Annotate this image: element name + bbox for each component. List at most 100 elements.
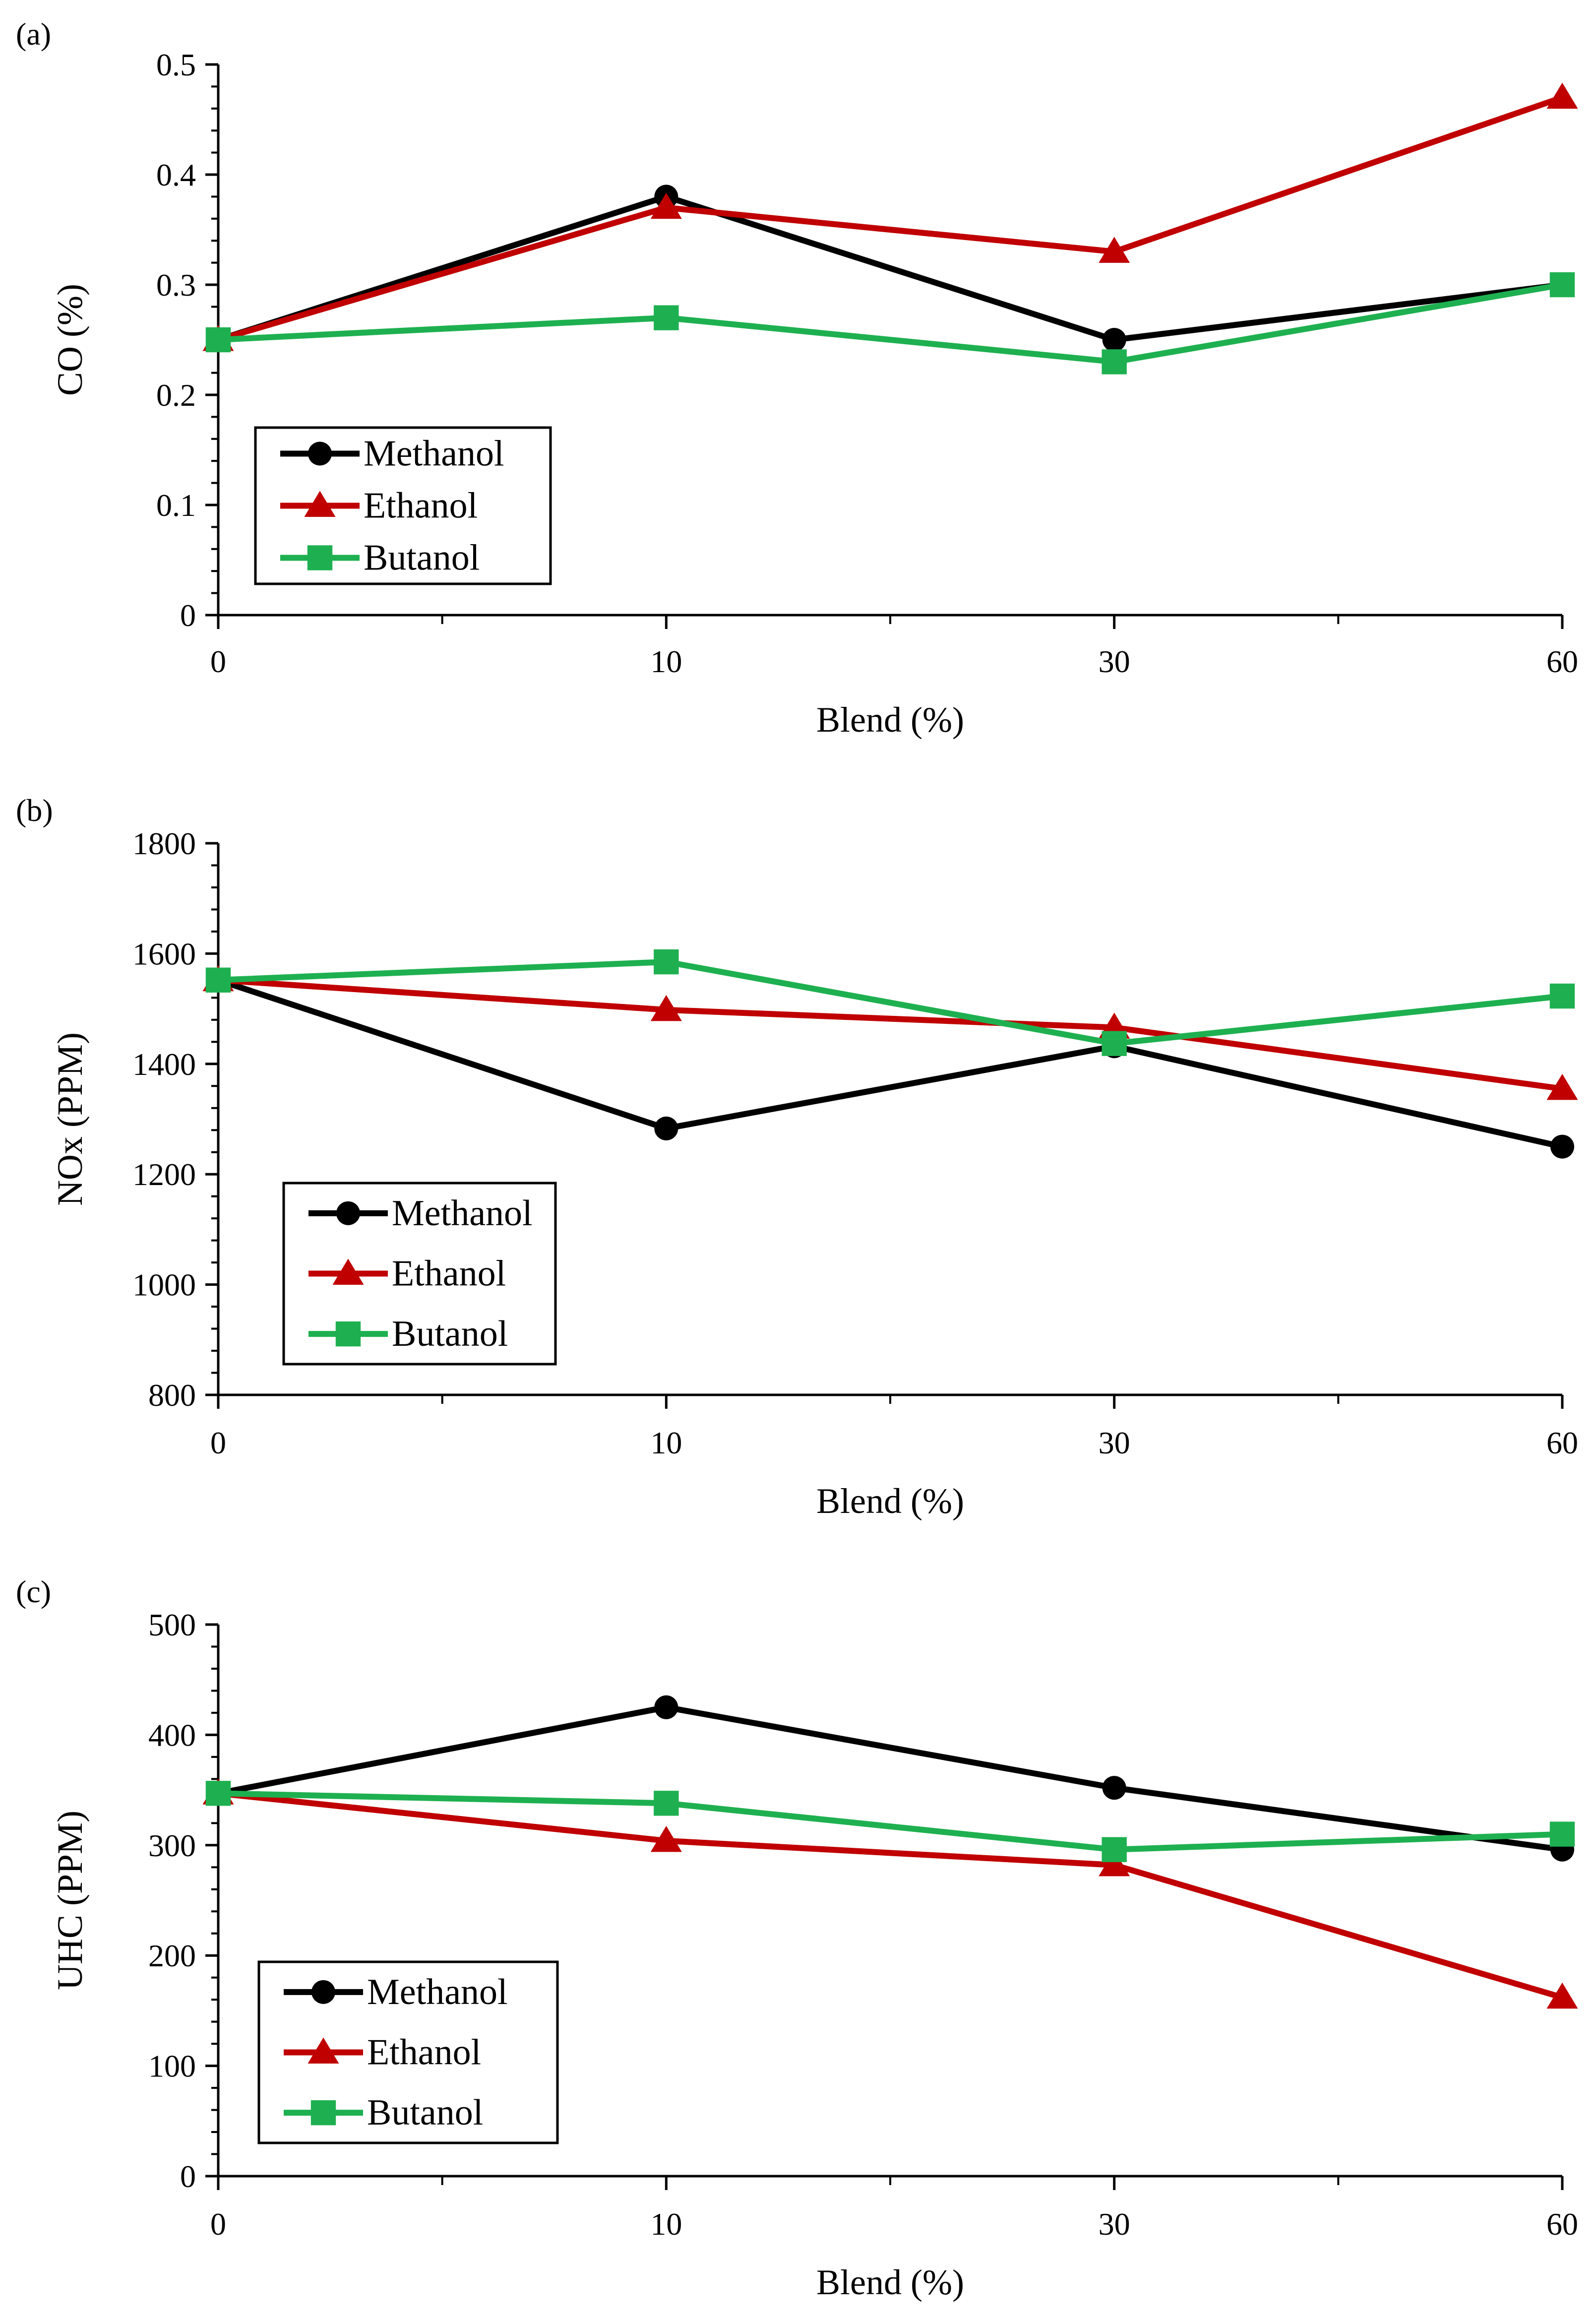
legend: Methanol Ethanol Butanol xyxy=(254,426,552,585)
y-tick-label: 1600 xyxy=(132,936,196,971)
data-point-butanol xyxy=(1549,1821,1575,1847)
series-line-butanol xyxy=(218,1790,1563,1853)
x-tick-label: 0 xyxy=(210,1425,226,1460)
x-tick-label: 30 xyxy=(1099,644,1130,679)
series-butanol xyxy=(205,272,1575,375)
legend: Methanol Ethanol Butanol xyxy=(282,1182,557,1366)
y-tick-label: 0.4 xyxy=(156,157,196,192)
series-butanol xyxy=(205,1781,1575,1862)
data-point-methanol xyxy=(654,1116,678,1140)
series-line-ethanol xyxy=(218,1790,1563,2001)
y-tick-label: 0.3 xyxy=(156,267,196,303)
chart-panel-b: (b) 800 1000 1200 1400 1600 1800 0 10 30 60 Blend (… xyxy=(16,793,1578,1521)
x-tick-label: 60 xyxy=(1546,2206,1578,2242)
data-point-butanol xyxy=(1102,349,1127,375)
legend-label: Ethanol xyxy=(364,486,478,526)
data-point-ethanol xyxy=(650,192,682,219)
data-point-butanol xyxy=(1549,983,1575,1009)
data-point-butanol xyxy=(1102,1031,1127,1056)
chart-panel-c: (c) 0 100 200 300 400 500 0 10 30 60 Blend (%) UHC (… xyxy=(16,1574,1578,2302)
data-point-ethanol xyxy=(1546,1073,1578,1100)
panel-label: (a) xyxy=(16,16,51,52)
data-point-methanol xyxy=(654,1695,678,1719)
x-tick-label: 60 xyxy=(1546,1425,1578,1460)
legend-label: Butanol xyxy=(367,2092,483,2133)
legend-marker-butanol xyxy=(310,2100,336,2126)
data-point-ethanol xyxy=(1099,1850,1130,1877)
data-point-methanol xyxy=(1550,1134,1574,1159)
x-tick-label: 0 xyxy=(210,644,226,679)
data-point-butanol xyxy=(1102,1837,1127,1862)
x-tick-label: 10 xyxy=(650,1425,682,1460)
x-axis-label: Blend (%) xyxy=(816,2262,964,2302)
data-point-ethanol xyxy=(650,995,682,1021)
legend-marker-ethanol xyxy=(307,2037,339,2064)
series-line-methanol xyxy=(217,977,1563,1150)
x-tick-label: 30 xyxy=(1099,1425,1130,1460)
series-butanol xyxy=(205,949,1575,1056)
series-line-ethanol xyxy=(218,977,1563,1092)
y-tick-label: 100 xyxy=(148,2049,196,2084)
legend-marker-methanol xyxy=(308,441,332,466)
legend-label: Ethanol xyxy=(392,1254,506,1294)
data-point-butanol xyxy=(1549,272,1575,298)
y-tick-label: 400 xyxy=(148,1717,196,1753)
legend-marker-ethanol xyxy=(304,491,336,517)
data-point-ethanol xyxy=(1546,1982,1578,2009)
series-line-methanol xyxy=(217,193,1563,343)
legend-label: Methanol xyxy=(367,1972,508,2012)
y-axis-label: NOx (PPM) xyxy=(50,1032,90,1206)
y-tick-label: 500 xyxy=(148,1607,196,1642)
panel-label: (c) xyxy=(16,1574,51,1609)
legend-label: Methanol xyxy=(364,434,504,474)
series-methanol xyxy=(206,185,1574,352)
series-line-butanol xyxy=(218,959,1563,1047)
y-axis-label: CO (%) xyxy=(50,284,90,396)
legend-label: Methanol xyxy=(392,1193,533,1234)
legend-marker-methanol xyxy=(336,1201,360,1225)
x-axis-label: Blend (%) xyxy=(816,1481,964,1521)
y-tick-label: 1800 xyxy=(132,826,196,861)
y-axis-label: UHC (PPM) xyxy=(50,1811,90,1990)
legend-marker-methanol xyxy=(311,1980,335,2004)
series-line-ethanol xyxy=(217,94,1563,343)
x-tick-label: 0 xyxy=(210,2206,226,2242)
legend-marker-ethanol xyxy=(332,1258,364,1285)
series-ethanol xyxy=(202,965,1578,1100)
legend-label: Ethanol xyxy=(367,2032,481,2073)
y-tick-label: 800 xyxy=(148,1378,196,1413)
data-point-butanol xyxy=(654,949,679,975)
data-point-butanol xyxy=(205,1781,231,1806)
x-tick-label: 10 xyxy=(650,2206,682,2242)
data-point-butanol xyxy=(205,967,231,993)
data-point-butanol xyxy=(205,327,231,353)
data-point-ethanol xyxy=(1546,82,1578,109)
legend-marker-butanol xyxy=(307,545,333,570)
legend-marker-butanol xyxy=(335,1321,361,1347)
legend: Methanol Ethanol Butanol xyxy=(257,1960,559,2144)
y-tick-label: 200 xyxy=(148,1938,196,1973)
panel-label: (b) xyxy=(16,793,53,828)
data-point-butanol xyxy=(654,1791,679,1816)
data-point-butanol xyxy=(654,305,679,330)
series-methanol xyxy=(206,1695,1574,1862)
y-tick-label: 0 xyxy=(180,598,196,633)
y-tick-label: 1400 xyxy=(132,1047,196,1082)
legend-label: Butanol xyxy=(364,538,480,578)
y-tick-label: 1000 xyxy=(132,1267,196,1303)
y-tick-label: 1200 xyxy=(132,1157,196,1192)
series-line-methanol xyxy=(217,1704,1563,1853)
y-tick-label: 0 xyxy=(180,2159,196,2194)
chart-panel-a: (a) 0 0.1 0.2 0.3 0.4 0.5 0 10 30 60 Blend (%) CO (%… xyxy=(16,16,1578,740)
data-point-methanol xyxy=(1102,328,1126,352)
y-tick-label: 0.2 xyxy=(156,377,196,413)
data-point-methanol xyxy=(1102,1776,1126,1800)
x-axis-label: Blend (%) xyxy=(816,700,964,740)
y-tick-label: 300 xyxy=(148,1828,196,1863)
series-line-butanol xyxy=(218,282,1563,365)
y-tick-label: 0.1 xyxy=(156,488,196,523)
y-tick-label: 0.5 xyxy=(156,47,196,82)
x-tick-label: 10 xyxy=(650,644,682,679)
